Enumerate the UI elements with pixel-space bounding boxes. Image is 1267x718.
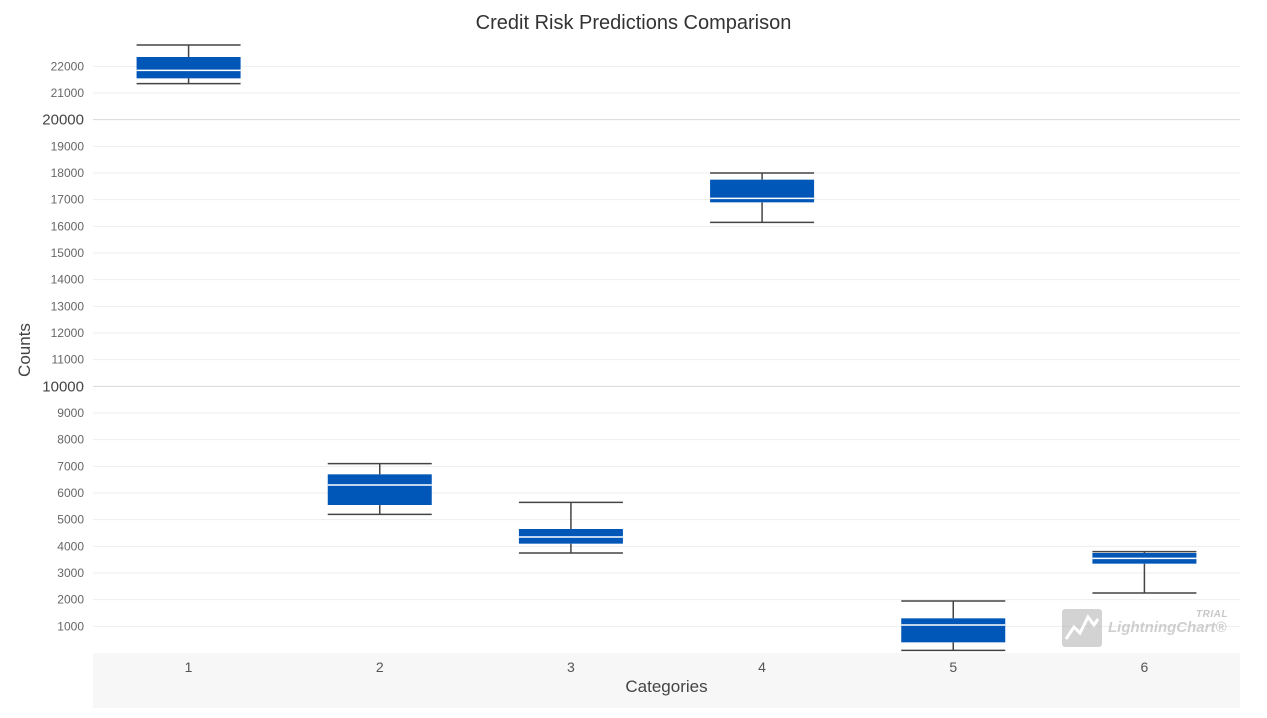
x-tick-label: 1	[185, 659, 193, 675]
y-tick-label: 4000	[57, 539, 84, 553]
y-tick-label: 11000	[52, 353, 85, 367]
y-tick-label: 13000	[51, 299, 85, 313]
box-body	[136, 57, 241, 79]
box-body	[710, 179, 815, 203]
y-tick-label: 19000	[51, 139, 85, 153]
y-tick-label: 2000	[57, 593, 84, 607]
y-tick-label: 12000	[51, 326, 85, 340]
y-tick-label: 8000	[57, 433, 84, 447]
x-tick-label: 4	[758, 659, 766, 675]
y-tick-label: 9000	[57, 406, 84, 420]
y-tick-label: 17000	[51, 193, 85, 207]
x-axis-band	[93, 653, 1240, 708]
box-body	[327, 474, 432, 505]
watermark-trial-text: TRIAL	[1196, 609, 1228, 620]
chart-title: Credit Risk Predictions Comparison	[475, 12, 792, 34]
lightningchart-logo-icon	[1062, 609, 1102, 647]
x-tick-label: 6	[1141, 659, 1149, 675]
trial-watermark: TRIAL LightningChart®	[1060, 605, 1240, 650]
x-tick-label: 2	[376, 659, 384, 675]
y-tick-label: 10000	[42, 378, 84, 395]
y-tick-label: 20000	[42, 112, 84, 129]
y-tick-label: 21000	[51, 86, 85, 100]
y-tick-label: 6000	[57, 486, 84, 500]
x-tick-label: 3	[567, 659, 575, 675]
y-tick-label: 3000	[57, 566, 84, 580]
y-tick-label: 14000	[51, 273, 85, 287]
box-body	[901, 618, 1006, 643]
watermark-brand-text: LightningChart®	[1108, 619, 1227, 636]
y-axis-label: Counts	[15, 323, 34, 377]
x-tick-label: 5	[949, 659, 957, 675]
y-tick-label: 22000	[51, 59, 85, 73]
x-axis-label: Categories	[625, 677, 708, 696]
y-tick-label: 1000	[57, 619, 84, 633]
y-tick-label: 16000	[51, 219, 85, 233]
y-tick-label: 7000	[57, 459, 84, 473]
y-tick-label: 15000	[51, 246, 85, 260]
y-tick-label: 18000	[51, 166, 85, 180]
y-tick-label: 5000	[57, 513, 84, 527]
